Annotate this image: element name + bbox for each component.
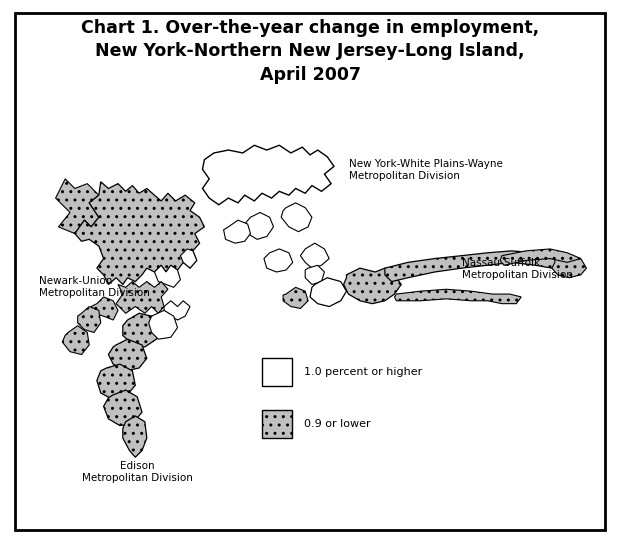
Polygon shape	[164, 301, 190, 320]
Polygon shape	[108, 339, 147, 371]
Polygon shape	[500, 249, 581, 266]
Polygon shape	[149, 311, 177, 339]
Text: 1.0 percent or higher: 1.0 percent or higher	[304, 367, 422, 377]
Polygon shape	[394, 289, 521, 304]
Polygon shape	[301, 243, 329, 268]
Text: Newark-Union
Metropolitan Division: Newark-Union Metropolitan Division	[39, 276, 150, 298]
Polygon shape	[385, 251, 581, 282]
Polygon shape	[123, 313, 161, 347]
Polygon shape	[245, 212, 273, 239]
Polygon shape	[552, 256, 587, 277]
Text: Nassau-Suffolk
Metropolitan Division: Nassau-Suffolk Metropolitan Division	[462, 258, 573, 280]
Polygon shape	[78, 307, 100, 332]
Polygon shape	[305, 266, 324, 285]
Polygon shape	[63, 326, 89, 355]
Polygon shape	[203, 146, 334, 205]
Text: 0.9 or lower: 0.9 or lower	[304, 419, 371, 429]
Polygon shape	[343, 268, 401, 304]
Polygon shape	[97, 364, 135, 400]
Polygon shape	[281, 203, 312, 232]
Polygon shape	[310, 277, 347, 307]
Polygon shape	[104, 390, 142, 426]
Bar	[262, 357, 292, 386]
Text: Chart 1. Over-the-year change in employment,
New York-Northern New Jersey-Long I: Chart 1. Over-the-year change in employm…	[81, 18, 539, 84]
Polygon shape	[283, 287, 308, 308]
Polygon shape	[180, 249, 197, 268]
Polygon shape	[116, 282, 168, 313]
Polygon shape	[56, 179, 99, 233]
Polygon shape	[154, 266, 180, 287]
Polygon shape	[123, 416, 147, 457]
Polygon shape	[224, 220, 250, 243]
Text: New York-White Plains-Wayne
Metropolitan Division: New York-White Plains-Wayne Metropolitan…	[348, 159, 503, 181]
Bar	[262, 409, 292, 438]
Text: Edison
Metropolitan Division: Edison Metropolitan Division	[82, 462, 193, 483]
Polygon shape	[264, 249, 293, 272]
Polygon shape	[75, 182, 205, 285]
Polygon shape	[91, 297, 118, 320]
